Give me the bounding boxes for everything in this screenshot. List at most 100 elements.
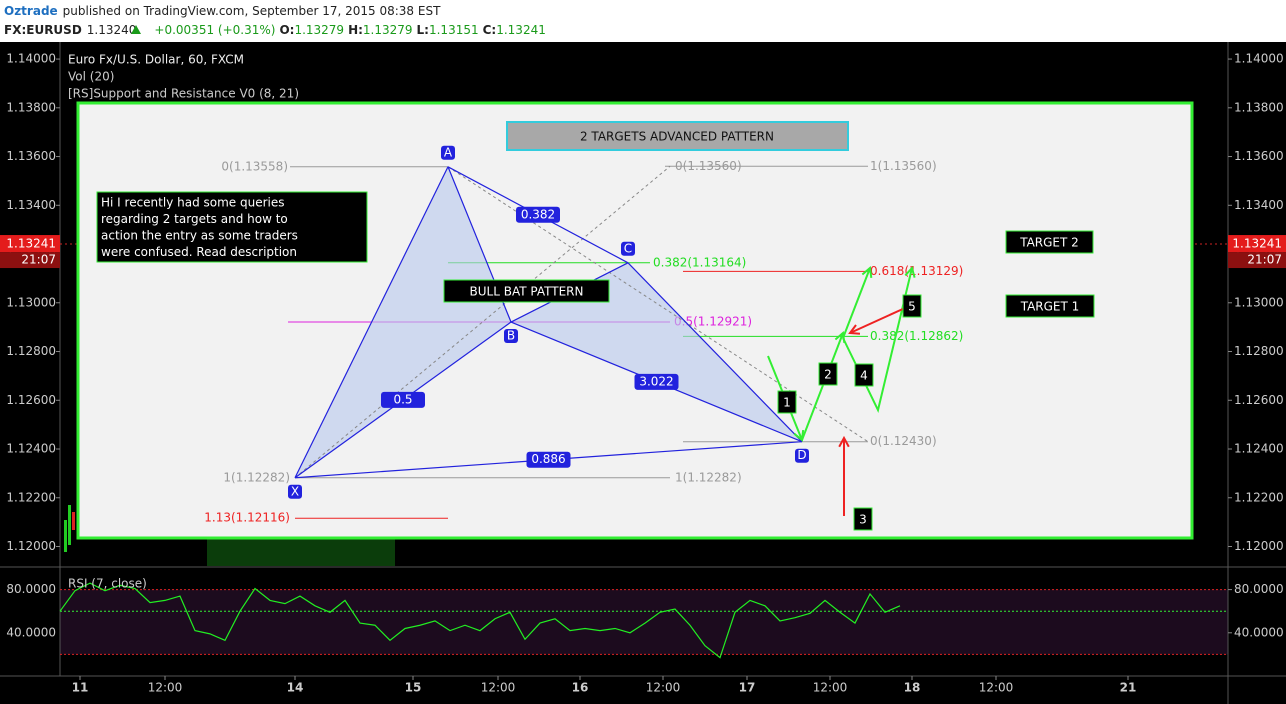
y-tick-label: 1.12400 bbox=[1234, 442, 1284, 456]
arrow-head bbox=[904, 265, 916, 278]
point-label: X bbox=[291, 484, 299, 498]
ohlc-value: 1.13241 bbox=[496, 23, 546, 37]
price-tag bbox=[0, 235, 60, 253]
y-tick-label: 1.12600 bbox=[6, 393, 56, 407]
indicator-label: [RS]Support and Resistance V0 (8, 21) bbox=[68, 87, 299, 101]
time-tag-label: 21:07 bbox=[21, 253, 56, 267]
ratio-label: 3.022 bbox=[639, 374, 673, 388]
y-tick-label: 1.14000 bbox=[6, 52, 56, 66]
step-label-box bbox=[777, 390, 797, 414]
y-tick-label: 1.12800 bbox=[1234, 344, 1284, 358]
note-box bbox=[96, 191, 368, 263]
price-tag-label: 1.13241 bbox=[1232, 237, 1282, 251]
ohlc-key: H: bbox=[348, 23, 363, 37]
point-marker bbox=[288, 484, 302, 499]
x-tick-label: 17 bbox=[739, 681, 756, 695]
y-tick-label: 80.0000 bbox=[1234, 582, 1284, 596]
x-tick-label: 12:00 bbox=[979, 681, 1014, 695]
point-marker bbox=[441, 145, 455, 160]
ratio-box bbox=[634, 373, 679, 390]
y-tick-label: 1.13600 bbox=[1234, 149, 1284, 163]
y-tick-label: 1.13000 bbox=[6, 295, 56, 309]
level-label: 0.382(1.12862) bbox=[870, 329, 963, 343]
pattern-label: BULL BAT PATTERN bbox=[470, 285, 584, 299]
y-tick-label: 1.12200 bbox=[6, 490, 56, 504]
author: Oztrade bbox=[4, 4, 58, 18]
x-tick-label: 16 bbox=[572, 681, 589, 695]
target-label: TARGET 2 bbox=[1019, 236, 1079, 250]
step-label: 3 bbox=[859, 513, 867, 527]
y-tick-label: 1.12800 bbox=[6, 344, 56, 358]
point-label: B bbox=[507, 329, 515, 343]
step-label-box bbox=[818, 362, 838, 386]
level-label: 1(1.12282) bbox=[223, 470, 290, 484]
target-label: TARGET 1 bbox=[1020, 300, 1080, 314]
time-tag-label: 21:07 bbox=[1247, 253, 1282, 267]
note-line: Hi I recently had some queries bbox=[101, 196, 285, 210]
ratio-box bbox=[381, 391, 425, 408]
y-tick-label: 1.13400 bbox=[6, 198, 56, 212]
level-label: 0(1.13560) bbox=[675, 159, 742, 173]
x-tick-label: 12:00 bbox=[813, 681, 848, 695]
up-arrow-icon bbox=[131, 25, 141, 34]
level-label: 1.13(1.12116) bbox=[204, 511, 290, 525]
arrow-head bbox=[838, 435, 850, 448]
x-tick-label: 21 bbox=[1120, 681, 1137, 695]
level-label: 0(1.13558) bbox=[221, 159, 288, 173]
point-label: C bbox=[624, 241, 632, 255]
note-line: were confused. Read description bbox=[101, 245, 297, 259]
x-tick-label: 11 bbox=[72, 681, 89, 695]
y-tick-label: 1.13800 bbox=[1234, 100, 1284, 114]
arrow bbox=[842, 267, 871, 339]
y-tick-label: 40.0000 bbox=[6, 625, 56, 639]
level-label: 0.5(1.12921) bbox=[674, 315, 752, 329]
time-tag bbox=[0, 252, 60, 269]
candle bbox=[64, 520, 67, 552]
arrow bbox=[849, 307, 906, 334]
change: +0.00351 (+0.31%) bbox=[154, 23, 275, 37]
step-label: 4 bbox=[860, 369, 868, 383]
y-tick-label: 1.12600 bbox=[1234, 393, 1284, 407]
arrow-head bbox=[848, 324, 861, 335]
arrow bbox=[801, 332, 844, 441]
point-marker bbox=[621, 241, 635, 256]
point-marker bbox=[504, 329, 518, 344]
last: 1.13240 bbox=[87, 23, 137, 37]
step-label: 5 bbox=[908, 300, 916, 314]
ratio-label: 0.382 bbox=[521, 207, 555, 221]
level-label: 1(1.12282) bbox=[675, 470, 742, 484]
x-tick-label: 15 bbox=[405, 681, 422, 695]
y-tick-label: 1.14000 bbox=[1234, 52, 1284, 66]
point-marker bbox=[795, 448, 809, 463]
ohlc-value: 1.13279 bbox=[294, 23, 344, 37]
level-label: 0(1.12430) bbox=[870, 434, 937, 448]
x-tick-label: 12:00 bbox=[646, 681, 681, 695]
step-label-box bbox=[853, 507, 873, 531]
ohlc-key: O: bbox=[279, 23, 294, 37]
step-label: 1 bbox=[783, 396, 791, 410]
arrow bbox=[842, 267, 913, 413]
x-tick-label: 14 bbox=[287, 681, 304, 695]
rsi-line bbox=[59, 582, 901, 659]
y-tick-label: 1.13600 bbox=[6, 149, 56, 163]
y-tick-label: 1.12000 bbox=[1234, 539, 1284, 553]
x-tick-label: 12:00 bbox=[148, 681, 183, 695]
y-tick-label: 1.12200 bbox=[1234, 490, 1284, 504]
rsi-title: RSI (7, close) bbox=[68, 577, 147, 591]
point-label: D bbox=[797, 448, 806, 462]
pattern-label-box bbox=[443, 279, 610, 303]
pattern-leg bbox=[294, 166, 449, 479]
arrow-head bbox=[861, 266, 873, 279]
ratio-box bbox=[526, 451, 571, 468]
symbol-line: FX:EURUSD 1.13240 +0.00351 (+0.31%) O:1.132… bbox=[4, 23, 546, 37]
x-tick-label: 12:00 bbox=[481, 681, 516, 695]
title-box bbox=[506, 121, 849, 151]
header-line: Oztrade published on TradingView.com, Sep… bbox=[4, 4, 441, 18]
level-label: 0.382(1.13164) bbox=[653, 255, 746, 269]
candle bbox=[68, 505, 71, 545]
published: published on TradingView.com, September … bbox=[63, 4, 441, 18]
step-label: 2 bbox=[824, 368, 832, 382]
x-tick-label: 18 bbox=[904, 681, 921, 695]
point-label: A bbox=[444, 145, 453, 159]
y-tick-label: 1.12400 bbox=[6, 442, 56, 456]
